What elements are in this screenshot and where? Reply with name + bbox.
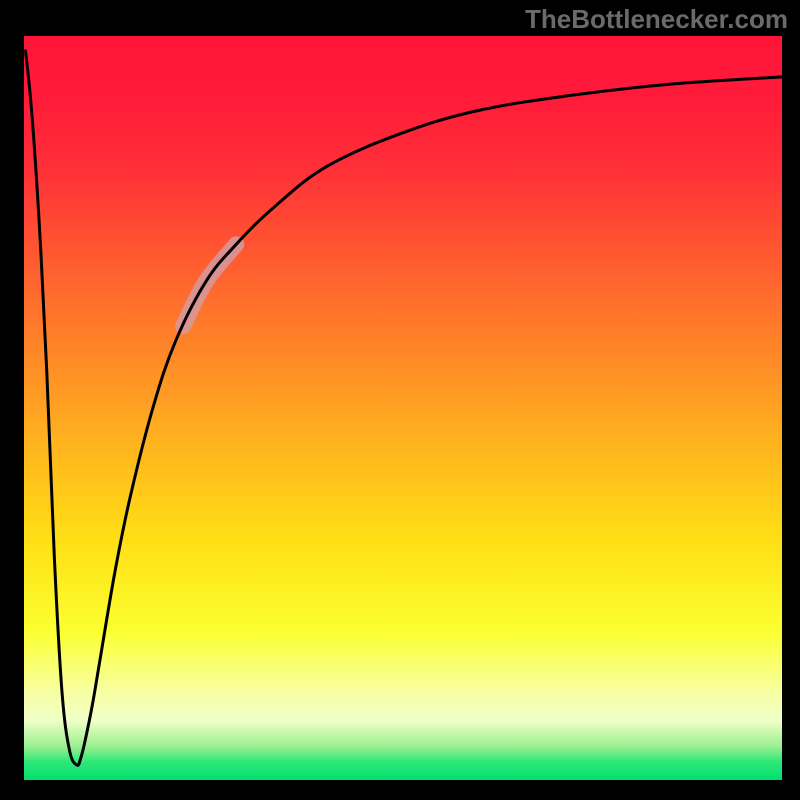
plot-background-gradient bbox=[24, 36, 782, 780]
chart-container: TheBottlenecker.com bbox=[0, 0, 800, 800]
watermark-text: TheBottlenecker.com bbox=[525, 4, 788, 35]
bottleneck-chart bbox=[0, 0, 800, 800]
